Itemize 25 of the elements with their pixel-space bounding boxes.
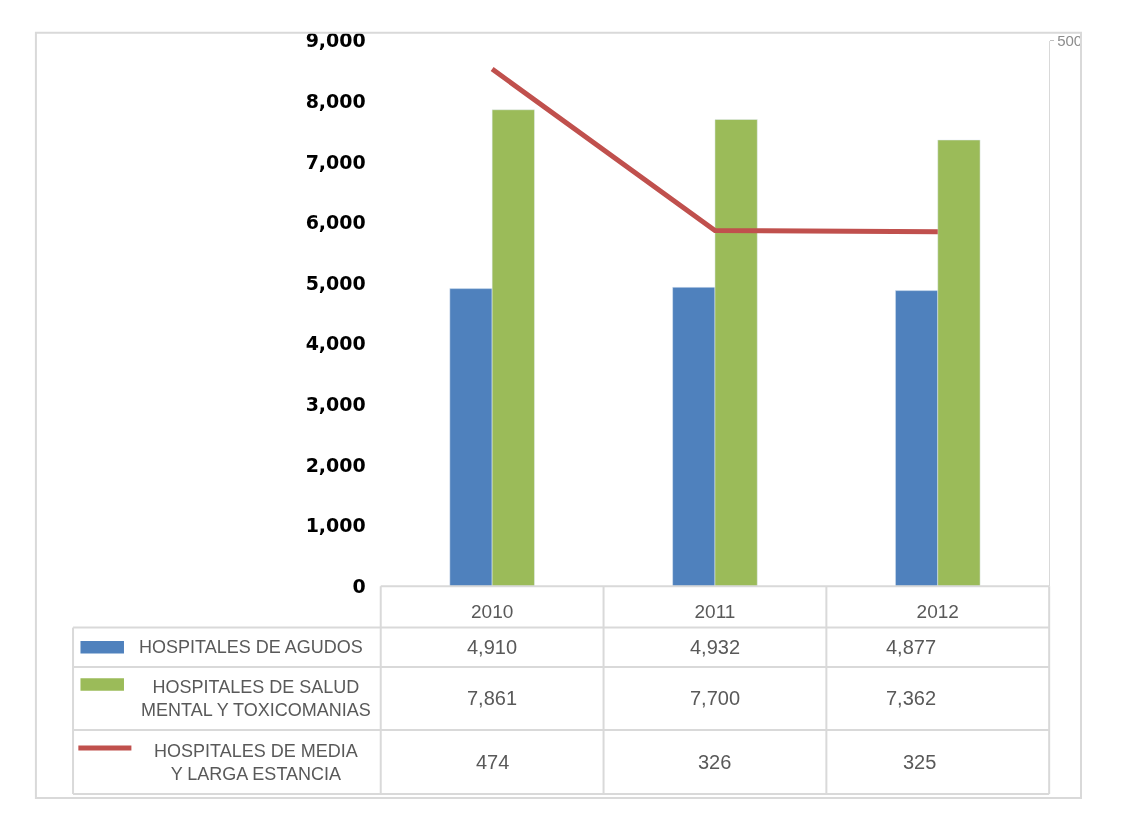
data-label: 474 — [476, 751, 510, 773]
data-label: 4,932 — [690, 636, 741, 658]
y-tick-label: 7,000 — [305, 150, 366, 173]
y-tick-label: 2,000 — [305, 453, 366, 476]
y-tick-label: 8,000 — [305, 89, 366, 112]
y-tick-label: 9,000 — [305, 29, 366, 52]
data-label: 7,861 — [467, 687, 518, 709]
data-label: 4,877 — [886, 636, 937, 658]
legend-label: HOSPITALES DE MEDIA Y LARGA ESTANCIA — [154, 741, 358, 785]
data-label: 4,910 — [467, 636, 518, 658]
y-tick-label: 6,000 — [305, 211, 366, 234]
x-tick-label: 2011 — [694, 601, 736, 623]
data-label: 7,700 — [690, 687, 741, 709]
data-label: 326 — [698, 751, 732, 773]
y-tick-label: 3,000 — [305, 393, 366, 416]
data-label: 7,362 — [886, 687, 937, 709]
legend-label: HOSPITALES DE AGUDOS — [139, 637, 363, 657]
x-tick-label: 2010 — [471, 601, 514, 623]
y-tick-label: 4,000 — [305, 332, 366, 355]
legend-label: HOSPITALES DE SALUD MENTAL Y TOXICOMANIAS — [141, 677, 371, 721]
y-tick-label: 1,000 — [305, 514, 366, 537]
data-label: 325 — [903, 751, 937, 773]
y-tick-label: 0 — [352, 574, 366, 597]
x-tick-label: 2012 — [916, 601, 959, 623]
y-tick-label: 5,000 — [305, 271, 366, 294]
